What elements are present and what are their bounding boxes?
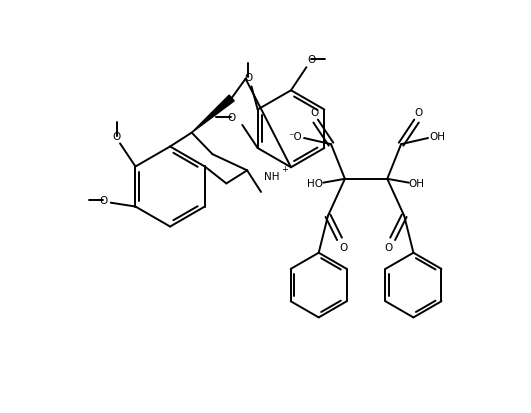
Text: ⁻O: ⁻O — [288, 132, 302, 142]
Text: O: O — [244, 73, 253, 83]
Text: HO: HO — [307, 178, 323, 188]
Text: O: O — [307, 55, 315, 65]
Text: NH: NH — [264, 172, 280, 182]
Text: O: O — [113, 131, 121, 141]
Text: O: O — [339, 242, 347, 252]
Text: O: O — [99, 196, 107, 206]
Text: O: O — [384, 242, 393, 252]
Text: O: O — [414, 107, 422, 118]
Text: OH: OH — [429, 132, 446, 142]
Text: OH: OH — [409, 178, 425, 188]
Polygon shape — [192, 96, 234, 133]
Text: O: O — [227, 113, 236, 123]
Text: O: O — [310, 107, 318, 118]
Text: +: + — [281, 165, 288, 174]
